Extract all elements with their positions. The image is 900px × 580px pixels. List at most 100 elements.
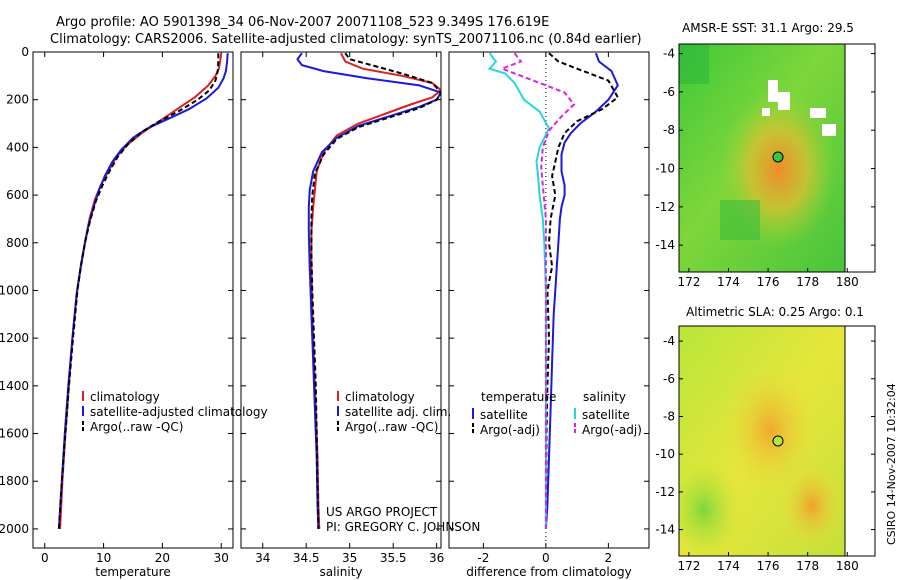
map-x-tick-label: 178 bbox=[796, 275, 819, 289]
map-x-tick-label: 174 bbox=[717, 275, 740, 289]
project-name: US ARGO PROJECT bbox=[326, 505, 438, 519]
title-line2: Climatology: CARS2006. Satellite-adjuste… bbox=[50, 32, 642, 47]
difference-profile-frame bbox=[448, 51, 650, 549]
sst-missing-data bbox=[768, 80, 778, 102]
series-line-salinity-satellite bbox=[487, 52, 551, 529]
salinity-panel: 34 34.5 35 35.5 36 salinity climatologysatelli… bbox=[240, 51, 451, 579]
legend-label: satellite-adjusted climatology bbox=[90, 405, 268, 419]
map-x-tick-label: 172 bbox=[677, 275, 700, 289]
x-tick-label: 36 bbox=[429, 551, 444, 565]
y-tick-label: 1400 bbox=[0, 379, 29, 393]
sla-land-mask bbox=[845, 326, 875, 556]
map-x-tick-label: 178 bbox=[796, 559, 819, 573]
legend-label: Argo(-adj) bbox=[582, 423, 642, 437]
series-line-climatology bbox=[59, 53, 223, 529]
y-tick-label: 2000 bbox=[0, 522, 29, 536]
y-tick-label: 800 bbox=[6, 236, 29, 250]
legend-label: satellite bbox=[480, 408, 528, 422]
map-x-tick-label: 176 bbox=[757, 275, 780, 289]
sla-low bbox=[679, 326, 845, 556]
sst-float-marker bbox=[772, 151, 784, 163]
legend-label: Argo(..raw -QC) bbox=[345, 420, 438, 434]
map-y-tick-label: -6 bbox=[663, 85, 675, 99]
map-x-tick-label: 172 bbox=[677, 559, 700, 573]
sla-map-frame bbox=[678, 325, 876, 557]
legend-label: climatology bbox=[345, 390, 415, 404]
sst-map-frame bbox=[678, 43, 876, 273]
map-y-tick-label: -12 bbox=[655, 200, 675, 214]
x-tick-label: 10 bbox=[96, 551, 111, 565]
x-tick-label: 2 bbox=[605, 551, 613, 565]
series-line-salinity-argo-adj- bbox=[499, 52, 576, 529]
sst-map-title: AMSR-E SST: 31.1 Argo: 29.5 bbox=[682, 21, 854, 35]
project-pi: PI: GREGORY C. JOHNSON bbox=[326, 520, 480, 534]
map-y-tick-label: -10 bbox=[655, 162, 675, 176]
y-tick-label: 1600 bbox=[0, 427, 29, 441]
legend-title: temperature bbox=[481, 390, 556, 404]
x-tick-label: 20 bbox=[155, 551, 170, 565]
legend-label: climatology bbox=[90, 390, 160, 404]
sst-cool-patch bbox=[679, 44, 709, 84]
x-tick-label: -2 bbox=[477, 551, 489, 565]
sst-land-mask bbox=[845, 44, 875, 272]
salinity-profile-xlabel: salinity bbox=[319, 565, 362, 579]
y-tick-label: 600 bbox=[6, 188, 29, 202]
legend-label: satellite bbox=[582, 408, 630, 422]
sst-missing-data bbox=[778, 92, 790, 110]
series-line-climatology bbox=[310, 52, 441, 529]
legend-label: Argo(..raw -QC) bbox=[90, 420, 183, 434]
map-y-tick-label: -6 bbox=[663, 372, 675, 386]
sst-missing-data bbox=[822, 124, 836, 136]
temperature-profile-frame bbox=[32, 51, 234, 549]
x-tick-label: 30 bbox=[214, 551, 229, 565]
map-y-tick-label: -4 bbox=[663, 47, 675, 61]
map-x-tick-label: 180 bbox=[836, 275, 859, 289]
sst-cool-patch bbox=[720, 200, 760, 240]
map-y-tick-label: -12 bbox=[655, 485, 675, 499]
x-tick-label: 34.5 bbox=[293, 551, 320, 565]
map-y-tick-label: -10 bbox=[655, 447, 675, 461]
series-line-temperature-satellite bbox=[544, 52, 619, 529]
legend-title: salinity bbox=[583, 390, 626, 404]
series-line-satellite-adj-clim- bbox=[296, 52, 441, 529]
legend-label: Argo(-adj) bbox=[480, 423, 540, 437]
y-tick-label: 400 bbox=[6, 140, 29, 154]
y-tick-label: 1200 bbox=[0, 331, 29, 345]
map-x-tick-label: 180 bbox=[836, 559, 859, 573]
sla-map-title: Altimetric SLA: 0.25 Argo: 0.1 bbox=[686, 305, 864, 319]
x-tick-label: 34 bbox=[255, 551, 270, 565]
sla-map bbox=[679, 326, 875, 556]
series-line-argo-raw-qc- bbox=[310, 52, 441, 529]
legend-label: satellite adj. clim. bbox=[345, 405, 451, 419]
sst-map bbox=[679, 44, 875, 272]
x-tick-label: 0 bbox=[542, 551, 550, 565]
series-line-satellite-adjusted-climatology bbox=[57, 53, 229, 529]
timestamp: CSIRO 14-Nov-2007 10:32:04 bbox=[885, 383, 898, 545]
map-y-tick-label: -14 bbox=[655, 238, 675, 252]
temperature-panel: 0 10 20 30 temperature 0 200 400 600 800 1000 1200 1… bbox=[0, 45, 268, 579]
x-tick-label: 0 bbox=[41, 551, 49, 565]
title-line1: Argo profile: AO 5901398_34 06-Nov-2007 … bbox=[56, 15, 549, 30]
y-tick-label: 200 bbox=[6, 93, 29, 107]
difference-profile-xlabel: difference from climatology bbox=[466, 565, 632, 579]
map-x-tick-label: 174 bbox=[717, 559, 740, 573]
y-tick-label: 1000 bbox=[0, 283, 29, 297]
map-y-tick-label: -4 bbox=[663, 334, 675, 348]
map-y-tick-label: -8 bbox=[663, 123, 675, 137]
x-tick-label: 35 bbox=[342, 551, 357, 565]
series-line-argo-raw-qc- bbox=[57, 53, 220, 529]
sla-float-marker bbox=[772, 435, 784, 447]
salinity-profile-frame bbox=[240, 51, 442, 549]
y-tick-label: 0 bbox=[21, 45, 29, 59]
sst-missing-data bbox=[762, 108, 770, 116]
y-tick-label: 1800 bbox=[0, 474, 29, 488]
map-y-tick-label: -14 bbox=[655, 523, 675, 537]
map-y-tick-label: -8 bbox=[663, 409, 675, 423]
x-tick-label: 35.5 bbox=[380, 551, 407, 565]
sla-map-axes: 172 174 176 178 180 -4 -6 -8 -10 -12 -14 bbox=[655, 326, 875, 573]
map-x-tick-label: 176 bbox=[757, 559, 780, 573]
series-line-temperature-argo-adj- bbox=[544, 52, 620, 529]
sst-missing-data bbox=[810, 108, 826, 118]
temperature-profile-xlabel: temperature bbox=[95, 565, 170, 579]
